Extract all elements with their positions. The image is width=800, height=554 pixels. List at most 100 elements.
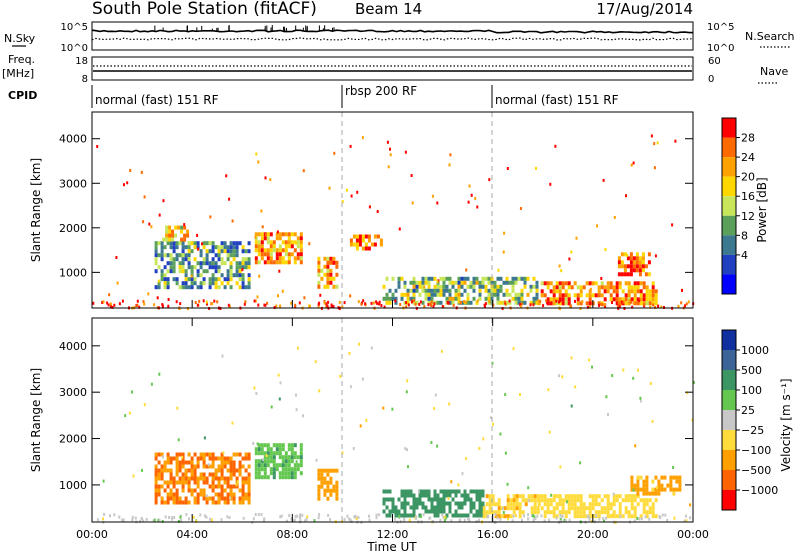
echo-cell: [466, 493, 470, 498]
echo-cell: [106, 301, 109, 305]
echo-cell: [609, 502, 613, 507]
echo-cell: [157, 460, 161, 465]
echo-cell: [506, 482, 509, 486]
echo-cell: [244, 480, 248, 485]
echo-cell: [645, 483, 649, 488]
y-tick-label: 4000: [59, 340, 87, 353]
echo-cell: [415, 284, 419, 289]
echo-cell: [615, 301, 619, 306]
echo-cell: [186, 307, 189, 311]
echo-cell: [211, 249, 215, 254]
echo-cell: [546, 510, 550, 515]
echo-cell: [505, 288, 509, 293]
echo-cell: [530, 498, 534, 503]
echo-cell: [275, 467, 279, 472]
echo-cell: [226, 468, 230, 473]
echo-cell: [275, 447, 279, 452]
echo-cell: [457, 489, 461, 494]
echo-cell: [418, 302, 421, 306]
date-title: 17/Aug/2014: [596, 0, 693, 18]
echo-cell: [627, 281, 631, 286]
echo-cell: [287, 475, 291, 480]
echo-cell: [445, 276, 449, 281]
echo-cell: [247, 488, 251, 493]
echo-cell: [287, 447, 291, 452]
echo-cell: [633, 494, 637, 499]
echo-cell: [478, 292, 482, 297]
echo-cell: [172, 476, 176, 481]
echo-cell: [491, 502, 495, 507]
echo-cell: [415, 516, 418, 520]
echo-cell: [211, 241, 215, 246]
echo-cell: [487, 292, 491, 297]
echo-cell: [253, 299, 256, 303]
echo-cell: [651, 487, 655, 492]
echo-cell: [238, 269, 242, 274]
echo-cell: [255, 152, 258, 156]
echo-cell: [684, 304, 686, 308]
echo-cell: [603, 302, 606, 306]
echo-cell: [299, 519, 302, 523]
colorbar-swatch: [722, 330, 736, 350]
echo-cell: [412, 288, 416, 293]
echo-cell: [272, 467, 276, 472]
echo-cell: [503, 231, 506, 235]
echo-cell: [511, 288, 515, 293]
echo-cell: [253, 386, 256, 390]
echo-cell: [496, 300, 500, 305]
echo-cell: [546, 281, 550, 286]
echo-cell: [484, 288, 488, 293]
echo-cell: [666, 518, 669, 522]
echo-cell: [600, 293, 604, 298]
echo-cell: [629, 256, 633, 261]
echo-cell: [491, 498, 495, 503]
echo-cell: [418, 489, 422, 494]
echo-cell: [448, 505, 452, 510]
echo-cell: [543, 519, 546, 523]
echo-cell: [296, 463, 300, 468]
echo-cell: [594, 281, 598, 286]
echo-cell: [639, 514, 643, 519]
echo-cell: [582, 506, 586, 511]
echo-cell: [654, 514, 658, 519]
echo-cell: [257, 160, 260, 164]
echo-cell: [175, 488, 179, 493]
echo-cell: [630, 487, 634, 492]
echo-cell: [555, 506, 559, 511]
echo-cell: [199, 492, 203, 497]
echo-cell: [543, 494, 547, 499]
echo-cell: [421, 489, 425, 494]
echo-cell: [184, 285, 188, 290]
echo-cell: [190, 456, 194, 461]
echo-cell: [546, 297, 550, 302]
echo-cell: [418, 497, 422, 502]
echo-cell: [214, 277, 218, 282]
echo-cell: [220, 452, 224, 457]
echo-cell: [493, 280, 497, 285]
echo-cell: [472, 505, 476, 510]
echo-cell: [257, 471, 261, 476]
echo-cell: [208, 452, 212, 457]
echo-cell: [205, 241, 209, 246]
echo-cell: [460, 292, 464, 297]
echo-cell: [241, 277, 245, 282]
echo-cell: [162, 237, 166, 242]
echo-cell: [478, 447, 481, 450]
echo-cell: [254, 299, 257, 303]
echo-cell: [217, 285, 221, 290]
echo-cell: [320, 480, 324, 485]
echo-cell: [157, 241, 161, 246]
echo-cell: [597, 514, 601, 519]
echo-cell: [355, 246, 359, 251]
echo-cell: [187, 257, 191, 262]
echo-cell: [579, 494, 583, 499]
echo-cell: [421, 280, 425, 285]
echo-cell: [154, 285, 158, 290]
echo-cell: [448, 280, 452, 285]
echo-cell: [166, 285, 170, 290]
echo-cell: [223, 480, 227, 485]
echo-cell: [664, 513, 667, 517]
echo-cell: [466, 497, 470, 502]
echo-cell: [241, 492, 245, 497]
echo-cell: [166, 452, 170, 457]
